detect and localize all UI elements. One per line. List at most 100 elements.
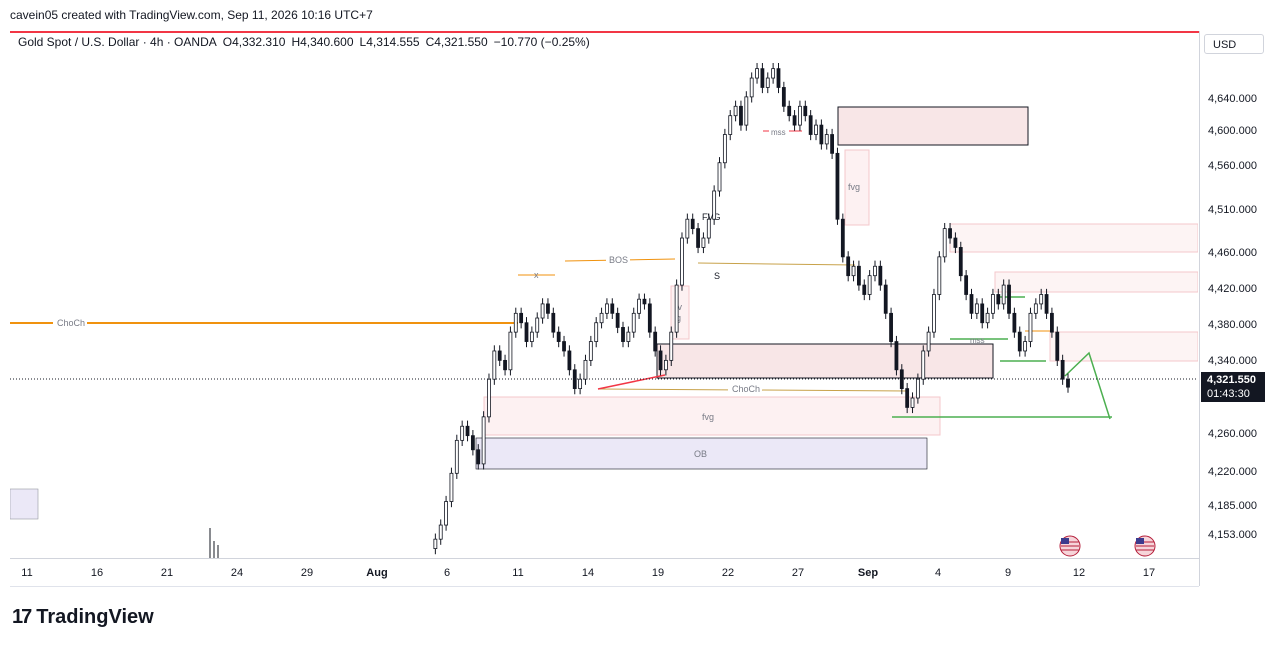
- candle-body: [663, 359, 668, 371]
- candle-body: [476, 449, 481, 465]
- price-axis-label: 4,460.000: [1208, 247, 1257, 259]
- red-trendline: [597, 374, 666, 390]
- candle-body: [460, 425, 465, 441]
- candle-body: [910, 397, 915, 408]
- candle-body: [551, 312, 556, 333]
- tradingview-logo[interactable]: 17 TradingView: [12, 606, 154, 629]
- candle-body: [985, 312, 990, 324]
- candle-body: [964, 275, 969, 295]
- candle-body: [899, 369, 904, 390]
- legend-symbol: Gold Spot / U.S. Dollar · 4h · OANDA: [18, 35, 217, 49]
- candle-body: [503, 359, 507, 371]
- candle-body: [588, 341, 593, 361]
- ob-zone-left: [10, 488, 39, 520]
- candle-body: [765, 77, 770, 88]
- time-axis-label: 29: [300, 567, 314, 579]
- demand-zone: [656, 343, 994, 379]
- time-axis-label: 6: [443, 567, 451, 579]
- candle-body: [755, 68, 759, 79]
- us-flag-icon-2[interactable]: [1134, 535, 1156, 557]
- candle-body: [647, 303, 652, 333]
- candle-body: [546, 303, 550, 314]
- candle-body: [487, 378, 491, 418]
- candle-body: [615, 312, 620, 328]
- candle-body: [873, 265, 877, 277]
- candle-body: [760, 68, 765, 88]
- fvg-label-small-1: fv: [675, 302, 683, 312]
- candle-body: [701, 237, 706, 248]
- candle-body: [626, 331, 631, 342]
- bar-countdown: 01:43:30: [1207, 388, 1250, 400]
- time-axis-label: 27: [791, 567, 805, 579]
- candle-body: [1017, 331, 1022, 352]
- candle-body: [1039, 294, 1044, 305]
- candle-body: [980, 303, 985, 324]
- time-axis-label: 4: [934, 567, 942, 579]
- candle-body: [926, 331, 931, 352]
- price-axis-label: 4,220.000: [1208, 466, 1257, 478]
- candle-body: [605, 303, 609, 314]
- candle-body: [739, 105, 743, 126]
- us-flag-icon-1[interactable]: [1059, 535, 1081, 557]
- candle-body: [781, 87, 786, 107]
- bos-label-bg: [606, 255, 630, 267]
- candle-body: [787, 105, 792, 117]
- fvg-zone-mid: [844, 149, 870, 226]
- candlestick-series: [209, 62, 1070, 558]
- s-line: [697, 262, 856, 266]
- legend-open: O4,332.310: [222, 35, 286, 49]
- candle-body: [942, 228, 947, 258]
- time-axis-label: Aug: [366, 567, 388, 579]
- price-axis-label: 4,510.000: [1208, 204, 1257, 216]
- candle-body: [1066, 378, 1070, 388]
- candle-body: [556, 331, 561, 342]
- time-axis-label: Sep: [857, 567, 879, 579]
- x-label: x: [534, 270, 539, 280]
- legend-high: H4,340.600: [291, 35, 354, 49]
- price-axis-label: 4,340.000: [1208, 355, 1257, 367]
- price-axis-label: 4,153.000: [1208, 529, 1257, 541]
- fvg-label-low: fvg: [702, 412, 714, 422]
- attribution-text: cavein05 created with TradingView.com, S…: [10, 8, 373, 22]
- price-chart[interactable]: fvg fv g fvg OB ChoCh x BOS S FVG mss Ch…: [10, 31, 1198, 558]
- mss-label-right: mss: [970, 336, 985, 345]
- candle-body: [653, 331, 658, 352]
- projection-path: [1064, 351, 1111, 420]
- candle-body: [562, 341, 566, 352]
- time-axis-label: 24: [230, 567, 244, 579]
- last-price-value: 4,321.550: [1207, 374, 1256, 386]
- mss-label-top: mss: [771, 128, 786, 137]
- candle-body: [1055, 331, 1060, 361]
- candle-body: [744, 96, 749, 126]
- candle-body: [932, 294, 936, 333]
- candle-body: [696, 228, 700, 248]
- candle-body: [610, 303, 615, 314]
- candle-body: [1012, 312, 1017, 333]
- candle-body: [883, 284, 888, 314]
- time-axis-label: 11: [21, 567, 33, 579]
- candle-body: [669, 331, 674, 361]
- time-axis-label: 12: [1072, 567, 1086, 579]
- candle-body: [889, 312, 893, 342]
- price-axis-label: 4,640.000: [1208, 93, 1257, 105]
- candle-body: [508, 331, 513, 371]
- candle-body: [631, 312, 636, 333]
- candle-body: [712, 190, 717, 220]
- fvg-label-upper: FVG: [702, 212, 721, 222]
- currency-button[interactable]: USD: [1204, 34, 1264, 54]
- candle-body: [438, 524, 443, 540]
- candle-body: [1050, 312, 1054, 333]
- candle-body: [792, 115, 797, 126]
- candle-body: [771, 68, 776, 79]
- candle-body: [824, 134, 829, 145]
- candle-body: [465, 425, 470, 437]
- legend-close: C4,321.550: [425, 35, 488, 49]
- candle-body: [513, 312, 518, 333]
- time-axis-label: 14: [581, 567, 595, 579]
- time-axis-label: 21: [160, 567, 174, 579]
- candle-body: [1060, 359, 1065, 380]
- choch-label-bg-1: [53, 317, 87, 329]
- candle-body: [572, 369, 577, 390]
- candle-body: [674, 284, 679, 333]
- supply-zone-top: [837, 106, 1029, 146]
